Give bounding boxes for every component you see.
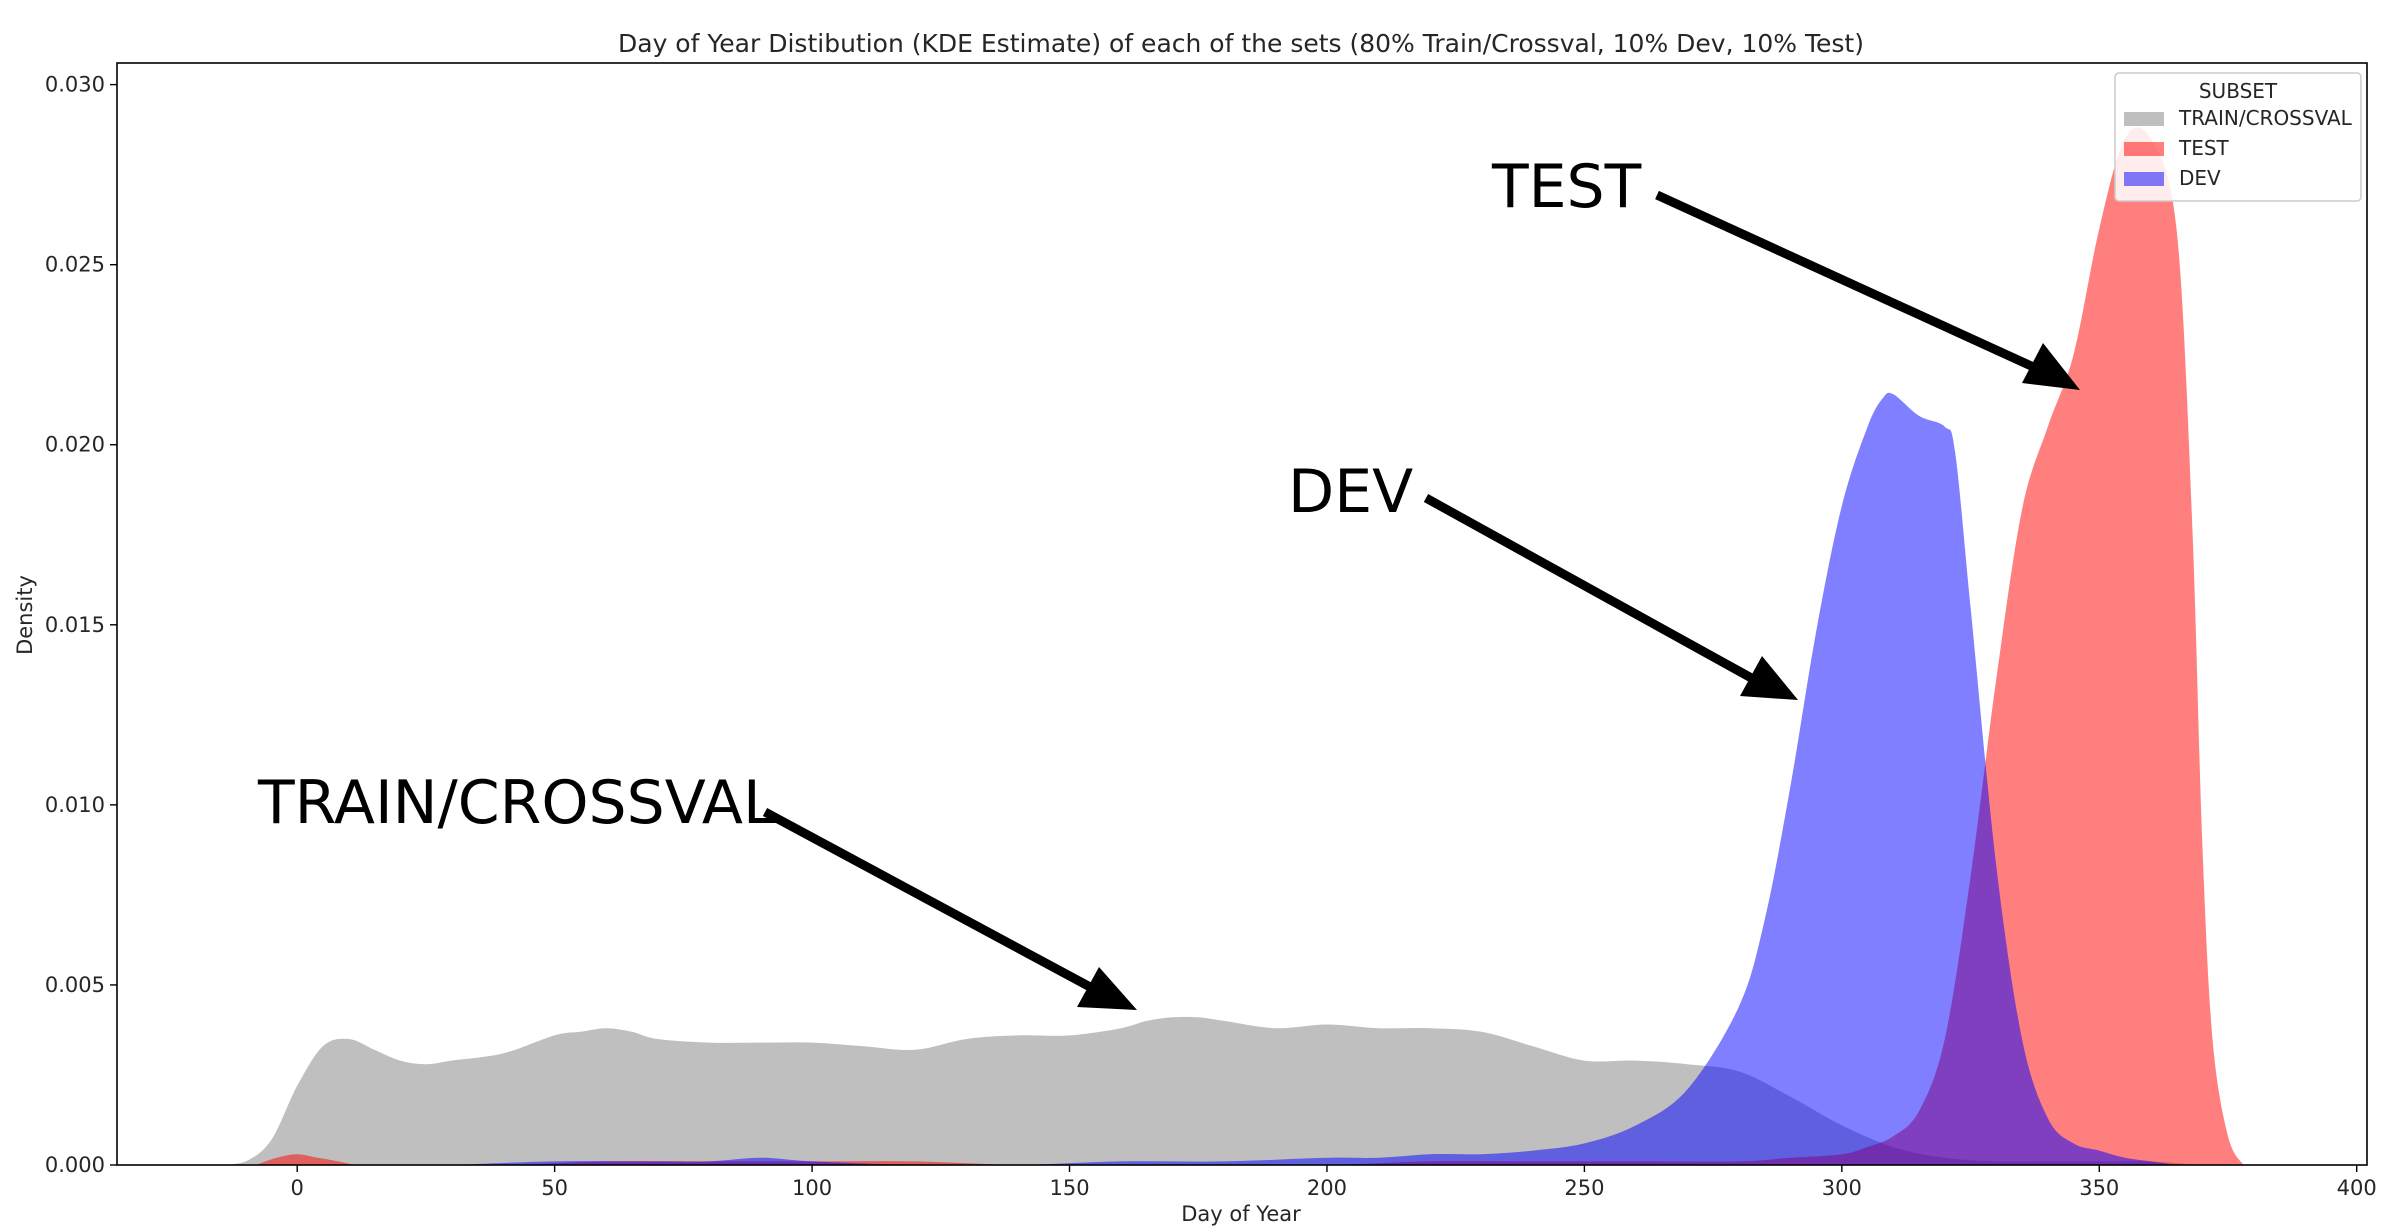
annotation-train-arrow-head: [1077, 967, 1137, 1010]
legend-swatch-test: [2124, 142, 2164, 156]
annotation-train-arrow-shaft: [762, 808, 1095, 992]
x-tick-label: 150: [1049, 1176, 1089, 1200]
legend-label-test: TEST: [2178, 136, 2230, 160]
legend-swatch-train-crossval: [2124, 112, 2164, 126]
x-axis: 0 50 100 150 200 250 300 350 400: [291, 1165, 2377, 1200]
y-tick-label: 0.025: [45, 253, 105, 277]
annotation-test-arrow-shaft: [1655, 190, 2042, 375]
annotation-dev-label: DEV: [1288, 457, 1413, 527]
x-tick-label: 400: [2337, 1176, 2377, 1200]
annotation-test-label: TEST: [1491, 152, 1642, 222]
legend-label-dev: DEV: [2179, 166, 2221, 190]
x-tick-label: 50: [541, 1176, 568, 1200]
annotation-dev-arrow-shaft: [1423, 494, 1758, 684]
y-tick-label: 0.015: [45, 613, 105, 637]
x-tick-label: 300: [1822, 1176, 1862, 1200]
x-axis-title: Day of Year: [1181, 1202, 1301, 1226]
y-tick-label: 0.000: [45, 1153, 105, 1177]
legend: SUBSET TRAIN/CROSSVAL TEST DEV: [2114, 72, 2362, 202]
y-tick-label: 0.020: [45, 433, 105, 457]
legend-label-train-crossval: TRAIN/CROSSVAL: [2178, 106, 2353, 130]
y-tick-label: 0.005: [45, 973, 105, 997]
x-tick-label: 350: [2079, 1176, 2119, 1200]
annotation-dev-arrow-head: [1740, 656, 1798, 700]
legend-title: SUBSET: [2199, 79, 2278, 103]
legend-swatch-dev: [2124, 172, 2164, 186]
x-tick-label: 0: [291, 1176, 304, 1200]
legend-box: [2114, 72, 2362, 202]
x-tick-label: 200: [1307, 1176, 1347, 1200]
y-tick-label: 0.030: [45, 73, 105, 97]
y-axis-title: Density: [13, 575, 37, 655]
kde-area-dev: [451, 392, 2177, 1165]
x-tick-label: 100: [792, 1176, 832, 1200]
plot-frame: [116, 62, 2368, 1166]
chart-title: Day of Year Distibution (KDE Estimate) o…: [618, 29, 1864, 58]
annotation-test-arrow-head: [2022, 343, 2080, 390]
y-tick-label: 0.010: [45, 793, 105, 817]
x-tick-label: 250: [1564, 1176, 1604, 1200]
annotation-layer: TEST DEV TRAIN/CROSSVAL: [257, 152, 2080, 1010]
kde-area-test: [256, 127, 2244, 1166]
series-layer: [220, 127, 2244, 1166]
annotation-train-label: TRAIN/CROSSVAL: [257, 768, 777, 838]
y-axis: 0.000 0.005 0.010 0.015 0.020 0.025 0.030: [45, 73, 117, 1177]
